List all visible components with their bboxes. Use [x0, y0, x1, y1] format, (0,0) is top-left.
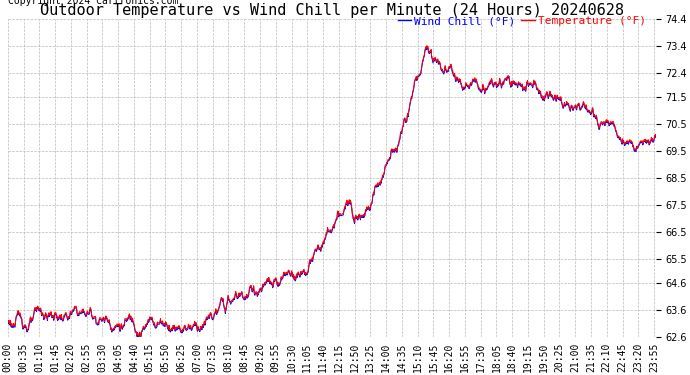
Legend: Wind Chill (°F), Temperature (°F): Wind Chill (°F), Temperature (°F)	[393, 12, 650, 31]
Text: Copyright 2024 Cartronics.com: Copyright 2024 Cartronics.com	[8, 0, 178, 6]
Title: Outdoor Temperature vs Wind Chill per Minute (24 Hours) 20240628: Outdoor Temperature vs Wind Chill per Mi…	[40, 3, 624, 18]
